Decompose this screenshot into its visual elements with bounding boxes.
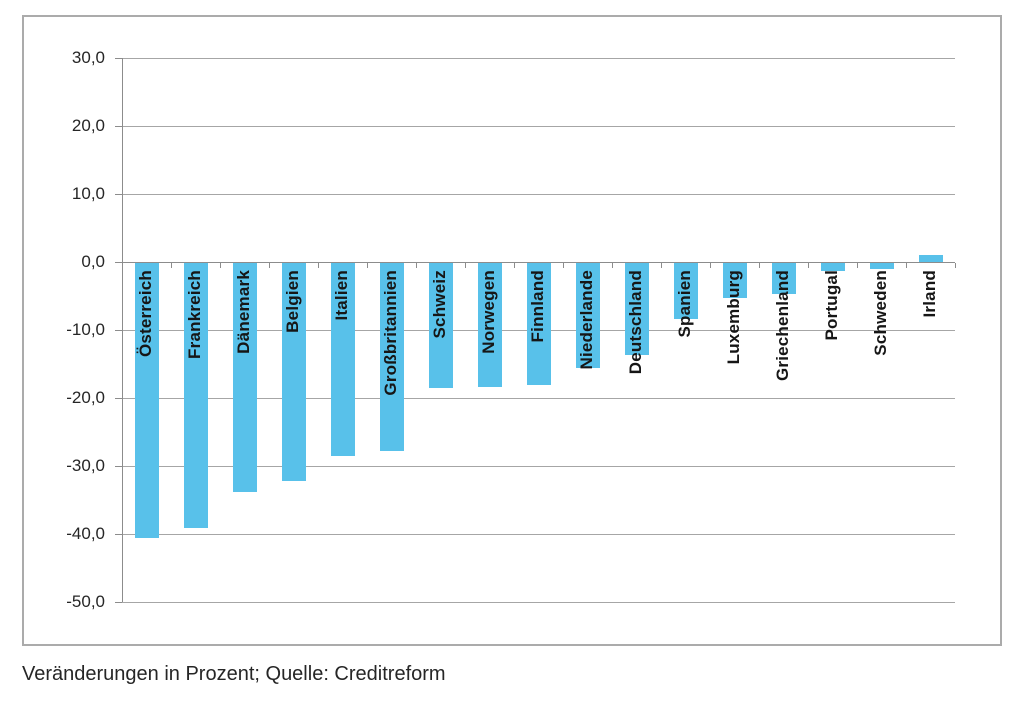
category-label: Norwegen: [478, 270, 498, 354]
y-axis-tick: [115, 126, 122, 127]
y-tick-label: 30,0: [71, 48, 105, 67]
category-axis-tick: [318, 263, 319, 268]
category-label: Dänemark: [233, 270, 253, 354]
y-tick-label: -10,0: [66, 320, 105, 339]
category-axis-tick: [955, 263, 956, 268]
y-axis-line: [122, 58, 123, 602]
bar: [918, 254, 943, 262]
bar: [232, 263, 257, 493]
bar: [820, 263, 845, 272]
category-axis-tick: [661, 263, 662, 268]
category-axis-tick: [759, 263, 760, 268]
y-axis-tick: [115, 194, 122, 195]
category-label: Italien: [331, 270, 351, 321]
y-tick-label: -40,0: [66, 524, 105, 543]
y-axis-tick: [115, 58, 122, 59]
bar: [330, 263, 355, 457]
category-axis-tick: [122, 263, 123, 268]
category-axis-tick: [612, 263, 613, 268]
category-label: Luxemburg: [723, 270, 743, 365]
bar: [526, 263, 551, 385]
bar: [575, 263, 600, 369]
category-label: Irland: [919, 270, 939, 318]
category-axis-tick: [808, 263, 809, 268]
gridline: [122, 262, 955, 263]
category-axis-tick: [220, 263, 221, 268]
y-tick-label: 0,0: [81, 252, 105, 271]
y-tick-label: -50,0: [66, 592, 105, 611]
category-axis-tick: [514, 263, 515, 268]
y-axis-tick: [115, 330, 122, 331]
category-label: Finnland: [527, 270, 547, 343]
y-tick-label: -20,0: [66, 388, 105, 407]
category-axis-tick: [563, 263, 564, 268]
y-axis-tick: [115, 466, 122, 467]
category-axis-tick: [710, 263, 711, 268]
category-axis-tick: [906, 263, 907, 268]
category-label: Schweden: [870, 270, 890, 356]
gridline: [122, 534, 955, 535]
bar: [477, 263, 502, 387]
y-axis-tick: [115, 262, 122, 263]
category-label: Österreich: [135, 270, 155, 358]
gridline: [122, 194, 955, 195]
gridline: [122, 126, 955, 127]
gridline: [122, 58, 955, 59]
category-label: Niederlande: [576, 270, 596, 370]
gridline: [122, 466, 955, 467]
bar: [379, 263, 404, 451]
bar: [771, 263, 796, 294]
gridline: [122, 398, 955, 399]
bar: [183, 263, 208, 529]
bar: [134, 263, 159, 539]
category-axis-tick: [465, 263, 466, 268]
category-axis-tick: [367, 263, 368, 268]
bar: [624, 263, 649, 356]
bar: [722, 263, 747, 298]
bar: [281, 263, 306, 482]
category-axis-tick: [857, 263, 858, 268]
y-tick-label: -30,0: [66, 456, 105, 475]
category-label: Großbritannien: [380, 270, 400, 396]
bar: [673, 263, 698, 319]
category-label: Belgien: [282, 270, 302, 333]
y-axis-tick: [115, 602, 122, 603]
category-axis-tick: [269, 263, 270, 268]
category-axis-tick: [171, 263, 172, 268]
category-label: Spanien: [674, 270, 694, 338]
category-axis-tick: [416, 263, 417, 268]
gridline: [122, 602, 955, 603]
chart-caption: Veränderungen in Prozent; Quelle: Credit…: [22, 663, 446, 685]
y-axis-tick: [115, 534, 122, 535]
bar: [428, 263, 453, 389]
category-label: Deutschland: [625, 270, 645, 375]
y-tick-label: 20,0: [71, 116, 105, 135]
category-label: Schweiz: [429, 270, 449, 339]
category-label: Frankreich: [184, 270, 204, 359]
y-tick-label: 10,0: [71, 184, 105, 203]
category-label: Portugal: [821, 270, 841, 341]
bar: [869, 263, 894, 270]
category-label: Griechenland: [772, 270, 792, 382]
y-axis-tick: [115, 398, 122, 399]
